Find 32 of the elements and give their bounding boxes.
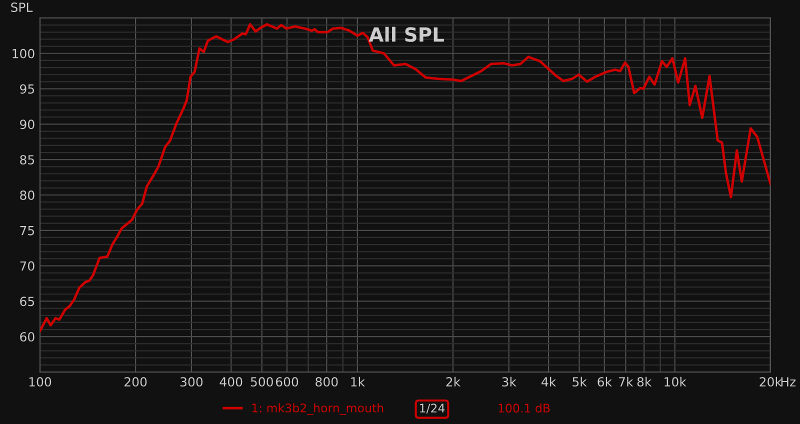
text: 1/24 bbox=[420, 404, 445, 414]
x-tick-label: 800 bbox=[316, 377, 338, 387]
y-tick-label: 80 bbox=[20, 190, 34, 200]
x-tick-label: 3k bbox=[502, 376, 516, 387]
y-tick-label: 75 bbox=[20, 226, 34, 236]
x-tick-label: 10k bbox=[664, 376, 686, 387]
x-axis-title: Hz bbox=[781, 377, 796, 386]
x-tick-label: 5k bbox=[572, 376, 587, 387]
x-tick-label: 500 bbox=[250, 377, 273, 387]
x-tick-label: 600 bbox=[276, 377, 298, 387]
y-tick-label: 95 bbox=[20, 84, 34, 94]
y-tick-label: 65 bbox=[20, 296, 34, 306]
x-tick-label: 20k bbox=[760, 376, 782, 387]
legend-label: 1: mk3b2_horn_mouth bbox=[252, 403, 384, 416]
text: 100.1 dB bbox=[498, 403, 550, 413]
x-tick-label: 300 bbox=[180, 377, 203, 387]
x-tick-label: 4k bbox=[542, 376, 556, 386]
y-tick-label: 70 bbox=[20, 261, 34, 271]
y-tick-label: 85 bbox=[20, 155, 34, 165]
x-tick-label: 400 bbox=[220, 377, 242, 387]
x-tick-label: 100 bbox=[29, 377, 52, 387]
y-tick-label: 60 bbox=[20, 332, 34, 342]
x-tick-label: 8k bbox=[637, 376, 652, 387]
chart-title: All SPL bbox=[368, 26, 444, 42]
x-tick-label: 1k bbox=[351, 376, 365, 386]
x-tick-label: 6k bbox=[598, 376, 612, 387]
x-tick-label: 200 bbox=[124, 377, 147, 387]
y-axis-title: SPL bbox=[11, 2, 33, 12]
x-tick-label: 2k bbox=[446, 376, 461, 386]
y-tick-label: 90 bbox=[20, 120, 34, 130]
y-tick-label: 100 bbox=[12, 48, 34, 58]
x-tick-label: 7k bbox=[619, 376, 634, 386]
